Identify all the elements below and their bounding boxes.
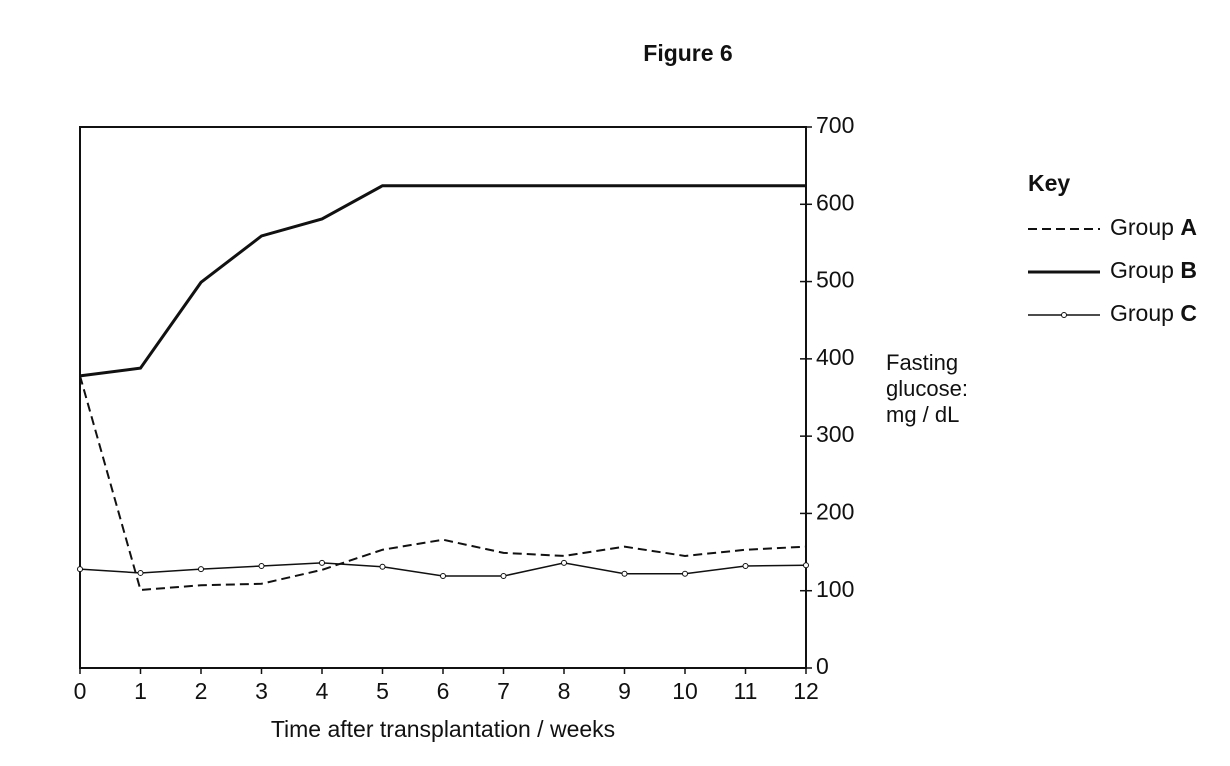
data-point: [319, 559, 325, 566]
y-tick-label: 200: [816, 499, 854, 525]
data-line: [79, 184, 806, 378]
data-point: [561, 559, 567, 566]
data-point: [742, 562, 749, 569]
y-axis-label: Fasting glucose: mg / dL: [886, 350, 968, 427]
x-axis-label: Time after transplantation / weeks: [271, 716, 615, 742]
x-tick-label: 4: [316, 678, 329, 704]
x-tick-label: 3: [255, 678, 268, 704]
data-point: [682, 570, 688, 577]
y-tick-label: 500: [816, 267, 854, 293]
y-tick-label: 400: [816, 344, 854, 370]
data-point: [803, 562, 809, 569]
data-point: [379, 563, 386, 570]
data-point: [77, 566, 83, 573]
x-tick-label: 10: [672, 678, 698, 704]
y-tick-label: 0: [816, 653, 829, 679]
y-tick-label: 600: [816, 189, 854, 215]
x-tick-label: 0: [74, 678, 87, 704]
data-point: [621, 570, 628, 577]
data-point: [500, 573, 507, 580]
data-point: [137, 569, 144, 576]
y-tick-label: 300: [816, 421, 854, 447]
x-tick-label: 7: [497, 678, 510, 704]
data-point: [440, 573, 446, 580]
chart-title: Figure 6: [643, 40, 732, 66]
x-tick-label: 2: [195, 678, 208, 704]
x-tick-label: 6: [437, 678, 450, 704]
legend-title: Key: [1028, 170, 1070, 196]
legend-marker: [1061, 312, 1067, 318]
data-line: [79, 375, 807, 592]
legend-label: Group B: [1110, 257, 1197, 283]
legend-label: Group C: [1110, 300, 1197, 326]
data-point: [258, 562, 265, 569]
data-point: [198, 566, 204, 573]
x-tick-label: 1: [134, 678, 147, 704]
x-tick-label: 12: [793, 678, 819, 704]
legend-label: Group A: [1110, 214, 1197, 240]
x-tick-label: 8: [558, 678, 571, 704]
y-tick-label: 100: [816, 576, 854, 602]
x-tick-label: 9: [618, 678, 631, 704]
y-tick-label: 700: [816, 112, 854, 138]
x-tick-label: 5: [376, 678, 389, 704]
x-tick-label: 11: [734, 678, 758, 704]
